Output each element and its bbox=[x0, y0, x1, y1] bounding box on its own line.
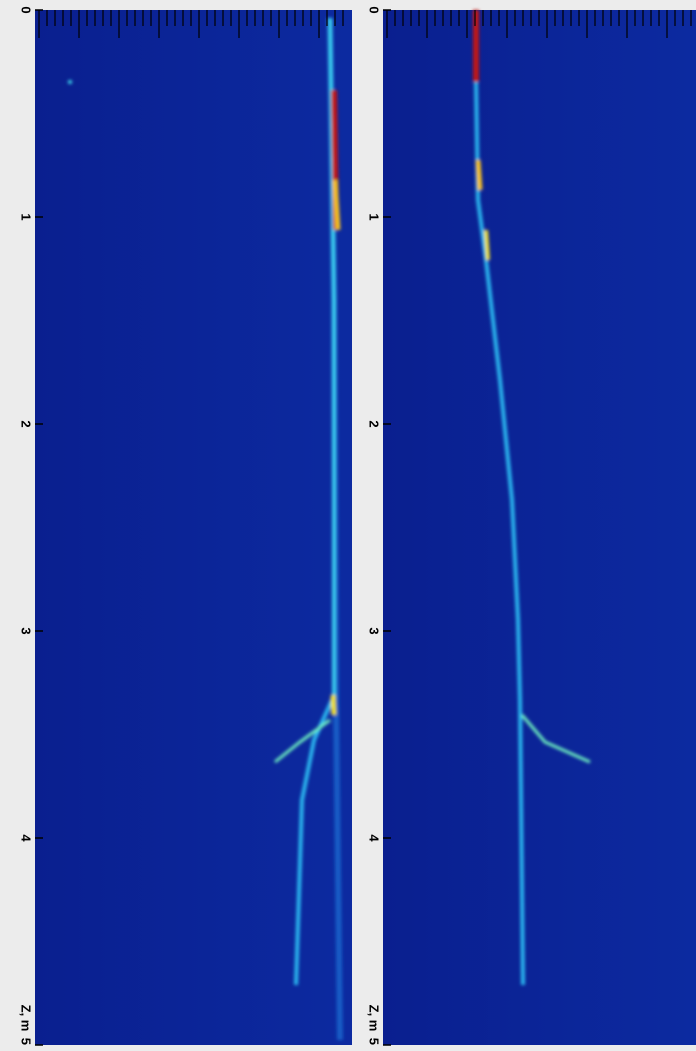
x-tick-label: 5 bbox=[19, 1038, 34, 1045]
x-tick-label: 4 bbox=[19, 834, 34, 842]
axis-label: Z, m bbox=[19, 1005, 34, 1032]
x-tick-label: 2 bbox=[19, 420, 34, 427]
panel-background bbox=[383, 10, 696, 1045]
x-tick-label: 5 bbox=[367, 1038, 382, 1045]
x-tick-label: 1 bbox=[367, 213, 382, 220]
panel-background bbox=[35, 10, 352, 1045]
axis-label: Z, m bbox=[367, 1005, 382, 1032]
page: 012345Z, m012345Z, m (() => { const data… bbox=[0, 0, 696, 1051]
x-tick-label: 0 bbox=[367, 6, 382, 13]
x-tick-label: 0 bbox=[19, 6, 34, 13]
x-tick-label: 4 bbox=[367, 834, 382, 842]
x-tick-label: 3 bbox=[19, 627, 34, 634]
figure: 0 1 2 3 4 5 Z, m 0 1 2 3 4 5 Z, m bbox=[0, 0, 696, 1051]
x-tick-label: 3 bbox=[367, 627, 382, 634]
x-tick-label: 2 bbox=[367, 420, 382, 427]
x-tick-label: 1 bbox=[19, 213, 34, 220]
